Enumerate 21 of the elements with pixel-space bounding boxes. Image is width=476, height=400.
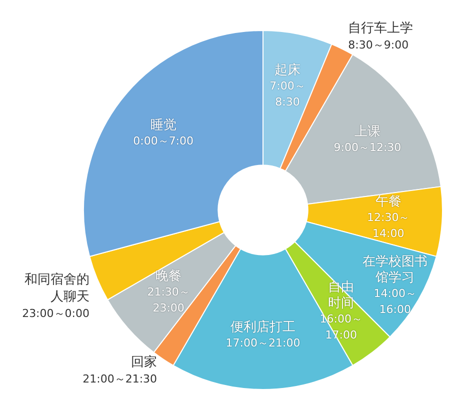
slice-label: 自由时间 [328,280,354,312]
slice-label: 回家 [131,354,158,370]
text: 21:00～21:30 [82,372,158,386]
text: 9:00～12:30 [334,141,402,154]
slice-label: 自行车上学 [348,20,414,36]
text: 8:30～9:00 [348,38,409,52]
slice-label: 午餐 [375,194,402,210]
slice-label: 睡觉 [150,118,176,133]
text: 17:00～21:00 [226,336,300,350]
text: 21:30～23:00 [147,286,190,315]
slice-label: 上课 [354,124,380,140]
text: 12:30～14:00 [367,211,410,240]
slice-label: 和同宿舍的人聊天 [24,272,90,305]
slice-label: 起床 [274,63,301,78]
text: 0:00～7:00 [133,134,194,148]
text: 23:00～0:00 [22,307,90,320]
slice-label: 在学校图书馆学习 [362,254,428,286]
slice-label: 晚餐 [156,269,182,284]
text: 7:00～8:30 [270,80,306,109]
slice-label: 便利店打工 [230,319,296,336]
text: 14:00～16:00 [374,287,416,316]
